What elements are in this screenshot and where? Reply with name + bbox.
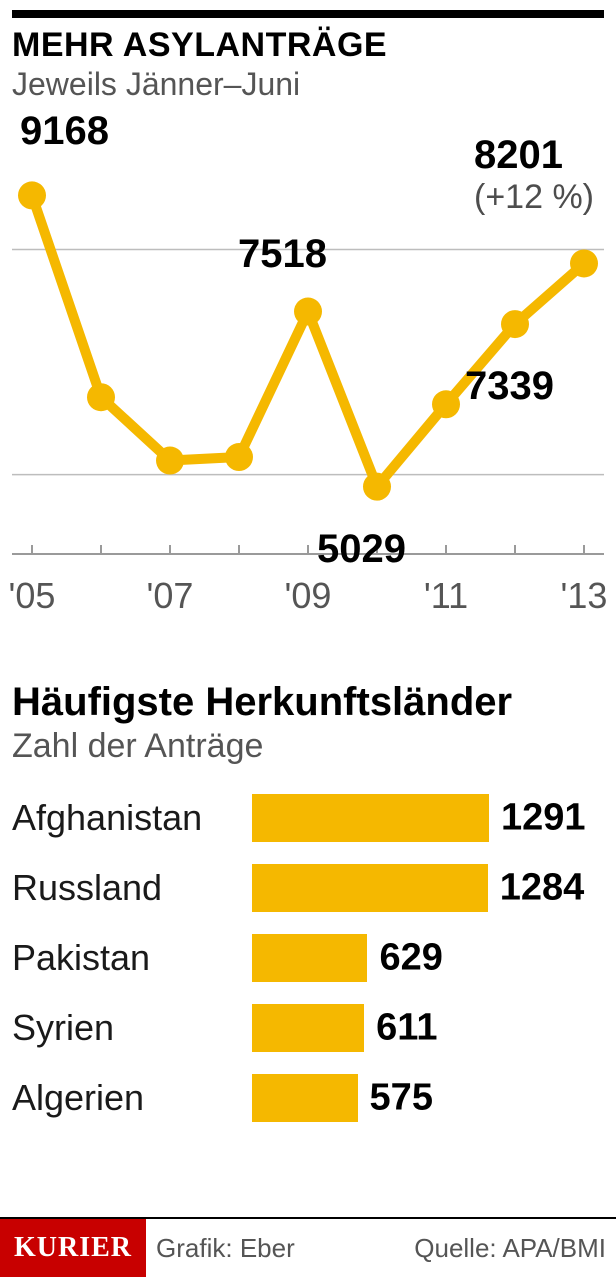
chart-subtitle: Jeweils Jänner–Juni	[12, 66, 387, 103]
source-value: APA/BMI	[502, 1233, 606, 1263]
footer: KURIER Grafik: Eber Quelle: APA/BMI	[0, 1217, 616, 1277]
bar-chart-title: Häufigste Herkunftsländer	[12, 680, 604, 725]
top-rule	[12, 10, 604, 18]
bar-fill	[252, 934, 367, 982]
bar-value: 1291	[501, 797, 586, 840]
bar-value: 611	[376, 1007, 437, 1050]
x-tick-label: '11	[424, 575, 468, 617]
bar-track: 611	[252, 1004, 604, 1052]
bar-country-label: Pakistan	[12, 937, 150, 979]
credit-label: Grafik:	[156, 1233, 233, 1263]
bar-chart: Häufigste Herkunftsländer Zahl der Anträ…	[12, 680, 604, 1138]
bar-country-label: Russland	[12, 867, 162, 909]
header: MEHR ASYLANTRÄGE Jeweils Jänner–Juni	[12, 28, 387, 103]
data-point-label: 7339	[465, 364, 554, 409]
bar-value: 575	[370, 1077, 433, 1120]
bar-value: 1284	[500, 867, 585, 910]
bar-fill	[252, 1074, 358, 1122]
data-point-note: (+12 %)	[474, 178, 594, 217]
bar-row: Pakistan 629	[12, 928, 604, 988]
bar-track: 575	[252, 1074, 604, 1122]
bar-fill	[252, 1004, 364, 1052]
bar-fill	[252, 794, 489, 842]
x-tick-label: '07	[147, 575, 194, 617]
credit-value: Eber	[240, 1233, 295, 1263]
x-tick-label: '09	[285, 575, 332, 617]
chart-title: MEHR ASYLANTRÄGE	[12, 28, 387, 62]
bar-chart-rows: Afghanistan 1291 Russland 1284 Pakistan 629 Sy…	[12, 788, 604, 1128]
bar-country-label: Syrien	[12, 1007, 114, 1049]
bar-value: 629	[379, 937, 442, 980]
bar-row: Algerien 575	[12, 1068, 604, 1128]
line-chart: 91687518502973398201(+12 %) '05'07'09'11…	[12, 155, 604, 625]
bar-row: Afghanistan 1291	[12, 788, 604, 848]
line-chart-x-axis: '05'07'09'11'13	[12, 575, 604, 625]
bar-track: 629	[252, 934, 604, 982]
bar-row: Russland 1284	[12, 858, 604, 918]
bar-track: 1284	[252, 864, 604, 912]
source-label: Quelle:	[414, 1233, 496, 1263]
infographic-root: MEHR ASYLANTRÄGE Jeweils Jänner–Juni 916…	[0, 0, 616, 1277]
credit: Grafik: Eber	[156, 1233, 295, 1264]
bar-country-label: Afghanistan	[12, 797, 202, 839]
data-point-label: 7518	[238, 232, 327, 277]
publisher-logo: KURIER	[0, 1219, 146, 1277]
x-tick-label: '05	[9, 575, 56, 617]
source: Quelle: APA/BMI	[414, 1233, 606, 1264]
data-point-label: 9168	[20, 109, 109, 154]
data-point-label: 8201(+12 %)	[474, 133, 594, 217]
bar-fill	[252, 864, 488, 912]
bar-chart-subtitle: Zahl der Anträge	[12, 727, 604, 766]
x-tick-label: '13	[561, 575, 608, 617]
bar-track: 1291	[252, 794, 604, 842]
data-point-label: 5029	[317, 527, 406, 572]
bar-row: Syrien 611	[12, 998, 604, 1058]
bar-country-label: Algerien	[12, 1077, 144, 1119]
